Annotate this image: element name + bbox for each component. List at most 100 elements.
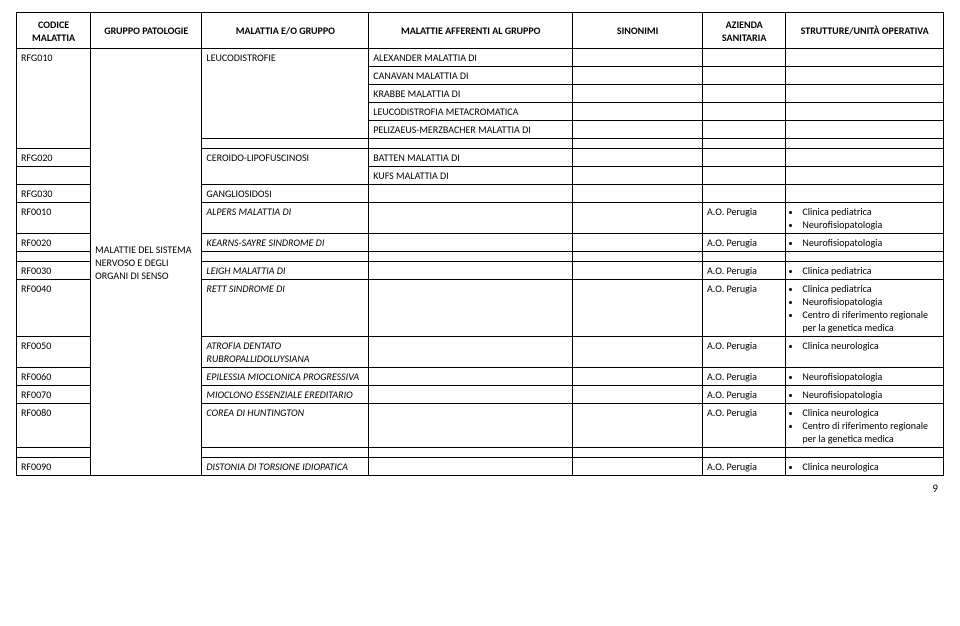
cell-azienda: A.O. Perugia	[702, 458, 785, 476]
cell-azienda: A.O. Perugia	[702, 280, 785, 337]
cell-sinonimi	[573, 458, 703, 476]
cell-code: RFG020	[17, 149, 91, 167]
cell-strutture	[786, 448, 944, 458]
struttura-item: Centro di riferimento regionale per la g…	[802, 308, 939, 334]
cell-azienda	[702, 149, 785, 167]
cell-strutture: Clinica pediatrica	[786, 262, 944, 280]
cell-code	[17, 67, 91, 85]
cell-sinonimi	[573, 121, 703, 139]
col-sinonimi: SINONIMI	[573, 13, 703, 49]
struttura-item: Neurofisiopatologia	[802, 388, 939, 401]
cell-code: RF0030	[17, 262, 91, 280]
cell-sinonimi	[573, 386, 703, 404]
cell-malattia: KEARNS-SAYRE SINDROME DI	[202, 234, 369, 252]
cell-strutture: Clinica neurologica	[786, 337, 944, 368]
cell-azienda: A.O. Perugia	[702, 234, 785, 252]
col-strutture: STRUTTURE/UNITÀ OPERATIVA	[786, 13, 944, 49]
cell-code	[17, 167, 91, 185]
cell-afferenti	[369, 337, 573, 368]
cell-afferenti: BATTEN MALATTIA DI	[369, 149, 573, 167]
cell-strutture: Neurofisiopatologia	[786, 386, 944, 404]
cell-code: RF0070	[17, 386, 91, 404]
struttura-item: Neurofisiopatologia	[802, 370, 939, 383]
cell-afferenti	[369, 368, 573, 386]
cell-sinonimi	[573, 404, 703, 448]
cell-code	[17, 252, 91, 262]
cell-afferenti: KUFS MALATTIA DI	[369, 167, 573, 185]
struttura-item: Clinica pediatrica	[802, 205, 939, 218]
cell-strutture: Clinica pediatrica Neurofisiopatologia	[786, 203, 944, 234]
cell-code	[17, 139, 91, 149]
cell-azienda	[702, 85, 785, 103]
cell-strutture: Neurofisiopatologia	[786, 234, 944, 252]
cell-azienda	[702, 121, 785, 139]
cell-afferenti: LEUCODISTROFIA METACROMATICA	[369, 103, 573, 121]
cell-azienda: A.O. Perugia	[702, 262, 785, 280]
struttura-item: Neurofisiopatologia	[802, 236, 939, 249]
cell-malattia: ALPERS MALATTIA DI	[202, 203, 369, 234]
cell-malattia: CEROIDO-LIPOFUSCINOSI	[202, 149, 369, 185]
struttura-item: Clinica neurologica	[802, 406, 939, 419]
cell-sinonimi	[573, 85, 703, 103]
cell-afferenti	[369, 404, 573, 448]
cell-strutture	[786, 167, 944, 185]
cell-code	[17, 448, 91, 458]
disease-table: CODICE MALATTIA GRUPPO PATOLOGIE MALATTI…	[16, 12, 944, 476]
cell-code: RFG030	[17, 185, 91, 203]
cell-azienda	[702, 49, 785, 67]
cell-afferenti	[369, 139, 573, 149]
struttura-item: Neurofisiopatologia	[802, 218, 939, 231]
cell-strutture	[786, 185, 944, 203]
col-malattia: MALATTIA E/O GRUPPO	[202, 13, 369, 49]
header-row: CODICE MALATTIA GRUPPO PATOLOGIE MALATTI…	[17, 13, 944, 49]
cell-sinonimi	[573, 262, 703, 280]
cell-azienda	[702, 103, 785, 121]
cell-code	[17, 121, 91, 139]
cell-azienda: A.O. Perugia	[702, 203, 785, 234]
cell-code	[17, 85, 91, 103]
cell-afferenti	[369, 262, 573, 280]
cell-code: RF0060	[17, 368, 91, 386]
cell-azienda: A.O. Perugia	[702, 337, 785, 368]
cell-code: RF0090	[17, 458, 91, 476]
table-row: RFG010 MALATTIE DEL SISTEMA NERVOSO E DE…	[17, 49, 944, 67]
struttura-item: Neurofisiopatologia	[802, 295, 939, 308]
cell-sinonimi	[573, 280, 703, 337]
cell-afferenti: KRABBE MALATTIA DI	[369, 85, 573, 103]
struttura-item: Clinica pediatrica	[802, 282, 939, 295]
cell-strutture	[786, 252, 944, 262]
cell-malattia	[202, 448, 369, 458]
struttura-item: Clinica neurologica	[802, 339, 939, 352]
struttura-item: Clinica pediatrica	[802, 264, 939, 277]
cell-code: RF0020	[17, 234, 91, 252]
cell-strutture	[786, 49, 944, 67]
cell-sinonimi	[573, 448, 703, 458]
cell-strutture: Neurofisiopatologia	[786, 368, 944, 386]
col-afferenti: MALATTIE AFFERENTI AL GRUPPO	[369, 13, 573, 49]
cell-code: RF0080	[17, 404, 91, 448]
cell-azienda: A.O. Perugia	[702, 368, 785, 386]
col-gruppo-patologie: GRUPPO PATOLOGIE	[91, 13, 202, 49]
cell-afferenti: PELIZAEUS-MERZBACHER MALATTIA DI	[369, 121, 573, 139]
col-azienda: AZIENDA SANITARIA	[702, 13, 785, 49]
cell-sinonimi	[573, 234, 703, 252]
cell-sinonimi	[573, 203, 703, 234]
cell-malattia: LEUCODISTROFIE	[202, 49, 369, 139]
cell-strutture	[786, 149, 944, 167]
cell-afferenti	[369, 386, 573, 404]
struttura-item: Centro di riferimento regionale per la g…	[802, 419, 939, 445]
cell-sinonimi	[573, 139, 703, 149]
cell-code: RFG010	[17, 49, 91, 67]
cell-sinonimi	[573, 149, 703, 167]
cell-malattia: COREA DI HUNTINGTON	[202, 404, 369, 448]
cell-sinonimi	[573, 167, 703, 185]
cell-malattia: ATROFIA DENTATO RUBROPALLIDOLUYSIANA	[202, 337, 369, 368]
cell-strutture	[786, 67, 944, 85]
cell-code	[17, 103, 91, 121]
cell-code: RF0050	[17, 337, 91, 368]
cell-malattia: GANGLIOSIDOSI	[202, 185, 369, 203]
cell-afferenti	[369, 203, 573, 234]
cell-strutture	[786, 121, 944, 139]
cell-azienda	[702, 252, 785, 262]
cell-strutture: Clinica neurologica Centro di riferiment…	[786, 404, 944, 448]
